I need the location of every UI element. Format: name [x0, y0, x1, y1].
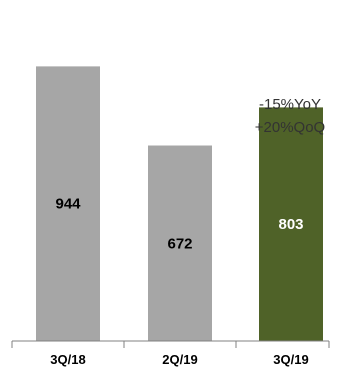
bar-3q-19: [259, 107, 323, 342]
bar-3q-18: [36, 66, 100, 341]
annotation-qoq: +20%QoQ: [255, 119, 325, 136]
value-labels-group: 944 672 803: [55, 196, 303, 253]
value-label-3q-18: 944: [55, 196, 81, 213]
x-ticks-group: [11, 341, 330, 348]
annotation-yoy: -15%YoY: [259, 96, 321, 113]
value-label-2q-19: 672: [167, 235, 192, 252]
bar-2q-19: [148, 145, 212, 341]
bars-group: [36, 66, 323, 342]
x-tick-label-3q-19: 3Q/19: [273, 352, 308, 367]
x-tick-label-3q-18: 3Q/18: [50, 352, 85, 367]
x-tick-label-2q-19: 2Q/19: [162, 352, 197, 367]
value-label-3q-19: 803: [278, 216, 303, 233]
x-tick-labels-group: 3Q/18 2Q/19 3Q/19: [50, 352, 308, 367]
